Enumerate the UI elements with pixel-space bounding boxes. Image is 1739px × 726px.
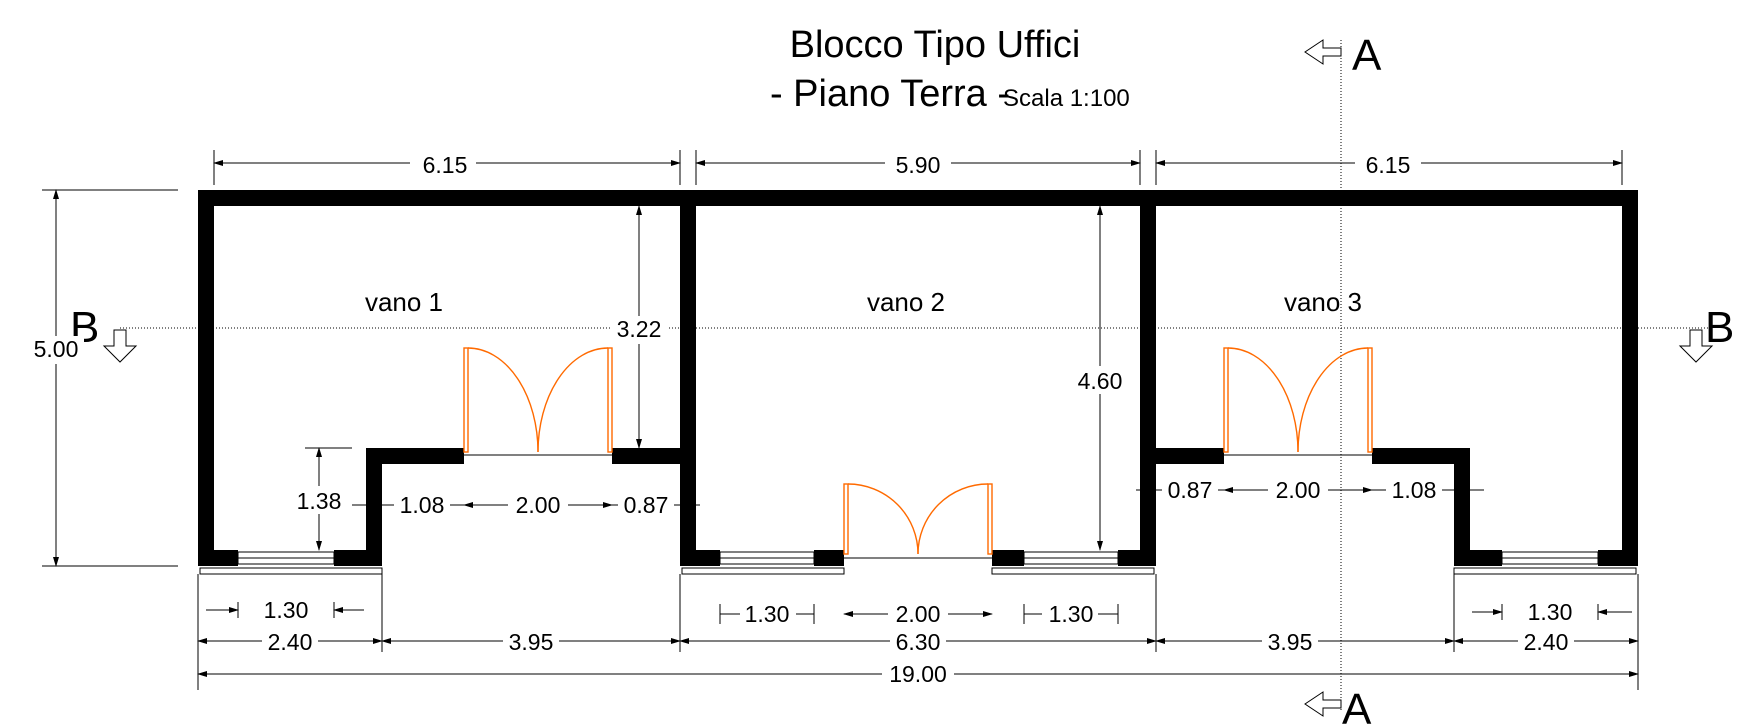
dim-total: 19.00 [889, 661, 947, 687]
section-marker-a-top: A [1304, 31, 1382, 80]
section-marker-a-bottom: A [1304, 685, 1372, 726]
dimension-top: 6.15 5.90 6.15 [213, 150, 1623, 185]
svg-text:B: B [1705, 303, 1734, 352]
window-vano-1 [199, 551, 383, 575]
dimension-vano-1-depth: 3.22 [612, 205, 668, 449]
svg-text:2.40: 2.40 [1524, 629, 1569, 655]
room-label-vano-2: vano 2 [867, 287, 945, 317]
dim-vano-2-depth: 4.60 [1078, 368, 1123, 394]
drawing-scale: Scala 1:100 [1003, 85, 1130, 112]
svg-text:1.30: 1.30 [1049, 601, 1094, 627]
drawing-subtitle: - Piano Terra - [770, 73, 1010, 115]
dimension-vano-1-notch: 1.38 [292, 447, 352, 551]
svg-text:A: A [1352, 31, 1382, 80]
dimension-bottom-chain: 2.40 3.95 6.30 3.95 2.40 [197, 574, 1639, 690]
svg-text:A: A [1342, 685, 1372, 726]
drawing-title: Blocco Tipo Uffici [790, 24, 1081, 66]
window-vano-3 [1453, 551, 1637, 575]
svg-text:2.00: 2.00 [1276, 477, 1321, 503]
svg-text:3.95: 3.95 [1268, 629, 1313, 655]
svg-text:2.00: 2.00 [896, 601, 941, 627]
door-vano-1 [463, 347, 613, 456]
dimension-vano-2-depth: 4.60 [1072, 205, 1128, 551]
dimension-total: 19.00 [197, 661, 1639, 687]
svg-text:3.95: 3.95 [509, 629, 554, 655]
dim-notch: 1.38 [297, 488, 342, 514]
dim-top-vano-3: 6.15 [1366, 152, 1411, 178]
door-vano-3 [1223, 347, 1373, 456]
window-vano-2-left [681, 551, 845, 575]
svg-text:1.08: 1.08 [1392, 477, 1437, 503]
room-label-vano-1: vano 1 [365, 287, 443, 317]
svg-text:0.87: 0.87 [1168, 477, 1213, 503]
svg-text:2.00: 2.00 [516, 492, 561, 518]
dimension-vano-1-front: 1.08 2.00 0.87 [352, 490, 700, 518]
walls [198, 190, 1638, 566]
svg-text:1.30: 1.30 [264, 597, 309, 623]
window-vano-2-right [991, 551, 1155, 575]
room-label-vano-3: vano 3 [1284, 287, 1362, 317]
svg-text:1.08: 1.08 [400, 492, 445, 518]
dimension-vano-3-front: 0.87 2.00 1.08 [1136, 476, 1484, 504]
dimension-openings: 1.30 1.30 2.00 1.30 1.30 [206, 597, 1632, 628]
svg-text:1.30: 1.30 [1528, 599, 1573, 625]
svg-text:2.40: 2.40 [268, 629, 313, 655]
section-marker-b-right: B [1678, 303, 1734, 363]
svg-text:0.87: 0.87 [624, 492, 669, 518]
dim-height: 5.00 [34, 336, 79, 362]
svg-text:1.30: 1.30 [745, 601, 790, 627]
dimension-overall-height: 5.00 [28, 189, 178, 567]
dim-top-vano-2: 5.90 [896, 152, 941, 178]
door-vano-2 [843, 483, 993, 559]
dim-vano-1-depth: 3.22 [617, 316, 662, 342]
svg-text:6.30: 6.30 [896, 629, 941, 655]
dim-top-vano-1: 6.15 [423, 152, 468, 178]
